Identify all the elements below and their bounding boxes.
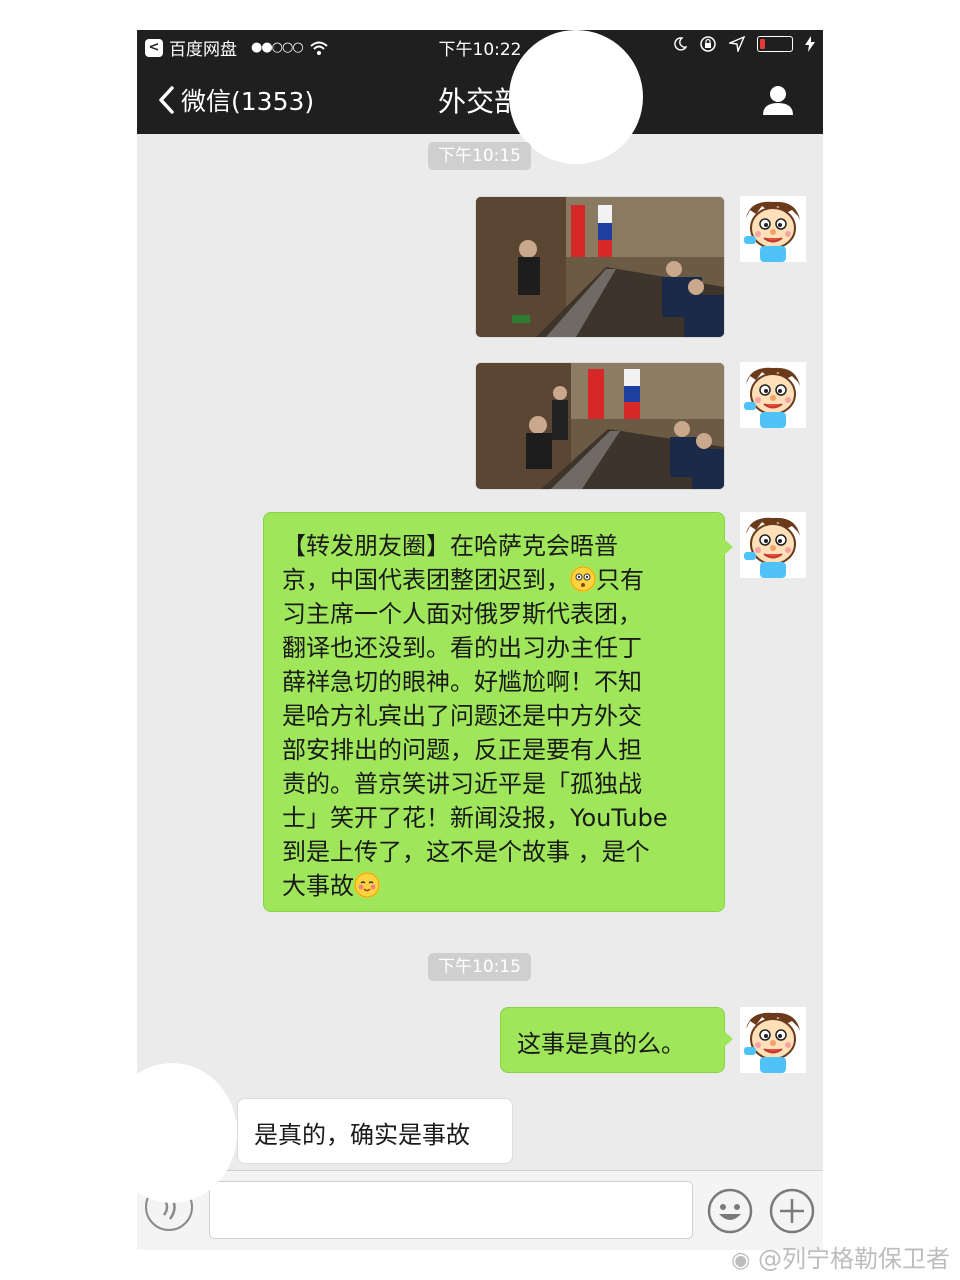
status-bar: < 百度网盘 ●●○○○ 下午10:22 (137, 30, 823, 64)
timestamp: 下午10:15 (428, 142, 531, 170)
message-text: 这事是真的么。 (517, 1030, 685, 1058)
message-bubble-received[interactable]: 是真的，确实是事故 (237, 1098, 513, 1164)
back-label: 微信(1353) (181, 87, 315, 116)
plus-icon[interactable] (769, 1188, 815, 1234)
avatar[interactable] (740, 196, 806, 262)
photo-message[interactable] (475, 362, 725, 490)
input-bar (137, 1170, 823, 1250)
meeting-photo (476, 363, 724, 489)
redaction-circle (509, 30, 643, 164)
blush-emoji-icon (354, 872, 380, 898)
chevron-left-icon (159, 86, 174, 114)
timestamp: 下午10:15 (428, 953, 531, 981)
wifi-icon (310, 41, 328, 55)
back-button[interactable]: 微信(1353) (157, 82, 314, 118)
user-icon[interactable] (761, 84, 795, 116)
message-bubble-sent[interactable]: 这事是真的么。 (500, 1007, 725, 1073)
emoji-icon[interactable] (707, 1188, 753, 1234)
back-chip-icon[interactable]: < (145, 38, 163, 57)
message-text-part: 【转发朋友圈】在哈萨克会晤普 京，中国代表团整团迟到， (282, 532, 618, 594)
location-icon (729, 36, 745, 52)
watermark-text: @列宁格勒保卫者 (758, 1245, 950, 1273)
back-app-label[interactable]: 百度网盘 (169, 40, 237, 60)
weibo-logo-icon: ◉ (731, 1248, 751, 1273)
message-text: 是真的，确实是事故 (254, 1121, 470, 1149)
cartoon-boy-avatar-icon (744, 367, 800, 428)
status-left: < 百度网盘 ●●○○○ (145, 35, 329, 60)
flushed-emoji-icon (570, 566, 596, 592)
chat-title: 外交部 (437, 85, 522, 118)
meeting-photo (476, 197, 724, 337)
redaction-circle (137, 1063, 237, 1203)
status-time: 下午10:22 (438, 40, 522, 60)
phone-screen: < 百度网盘 ●●○○○ 下午10:22 (137, 30, 823, 1250)
nav-bar: 微信(1353) 外交部 (137, 64, 823, 134)
battery-level (760, 39, 765, 49)
avatar[interactable] (740, 512, 806, 578)
avatar[interactable] (740, 362, 806, 428)
charging-icon (805, 36, 815, 52)
cartoon-boy-avatar-icon (744, 517, 800, 578)
signal-icon: ●●○○○ (251, 40, 304, 55)
cartoon-boy-avatar-icon (744, 201, 800, 262)
photo-message[interactable] (475, 196, 725, 338)
battery-icon (757, 36, 793, 52)
watermark: ◉ @列宁格勒保卫者 (731, 1239, 950, 1274)
status-right (673, 35, 815, 53)
message-bubble-sent[interactable]: 【转发朋友圈】在哈萨克会晤普 京，中国代表团整团迟到， 只有 习主席一个人面对俄罗… (263, 512, 725, 912)
bubble-tail (723, 1030, 733, 1048)
moon-icon (674, 37, 687, 51)
lock-rotation-icon (700, 36, 716, 52)
cartoon-boy-avatar-icon (744, 1012, 800, 1073)
avatar[interactable] (740, 1007, 806, 1073)
message-input[interactable] (209, 1181, 693, 1239)
message-text: 【转发朋友圈】在哈萨克会晤普 京，中国代表团整团迟到， 只有 习主席一个人面对俄罗… (282, 529, 712, 903)
message-text-part: 只有 习主席一个人面对俄罗斯代表团， 翻译也还没到。看的出习办主任丁 薛祥急切的… (282, 566, 668, 900)
bubble-tail (723, 538, 733, 556)
